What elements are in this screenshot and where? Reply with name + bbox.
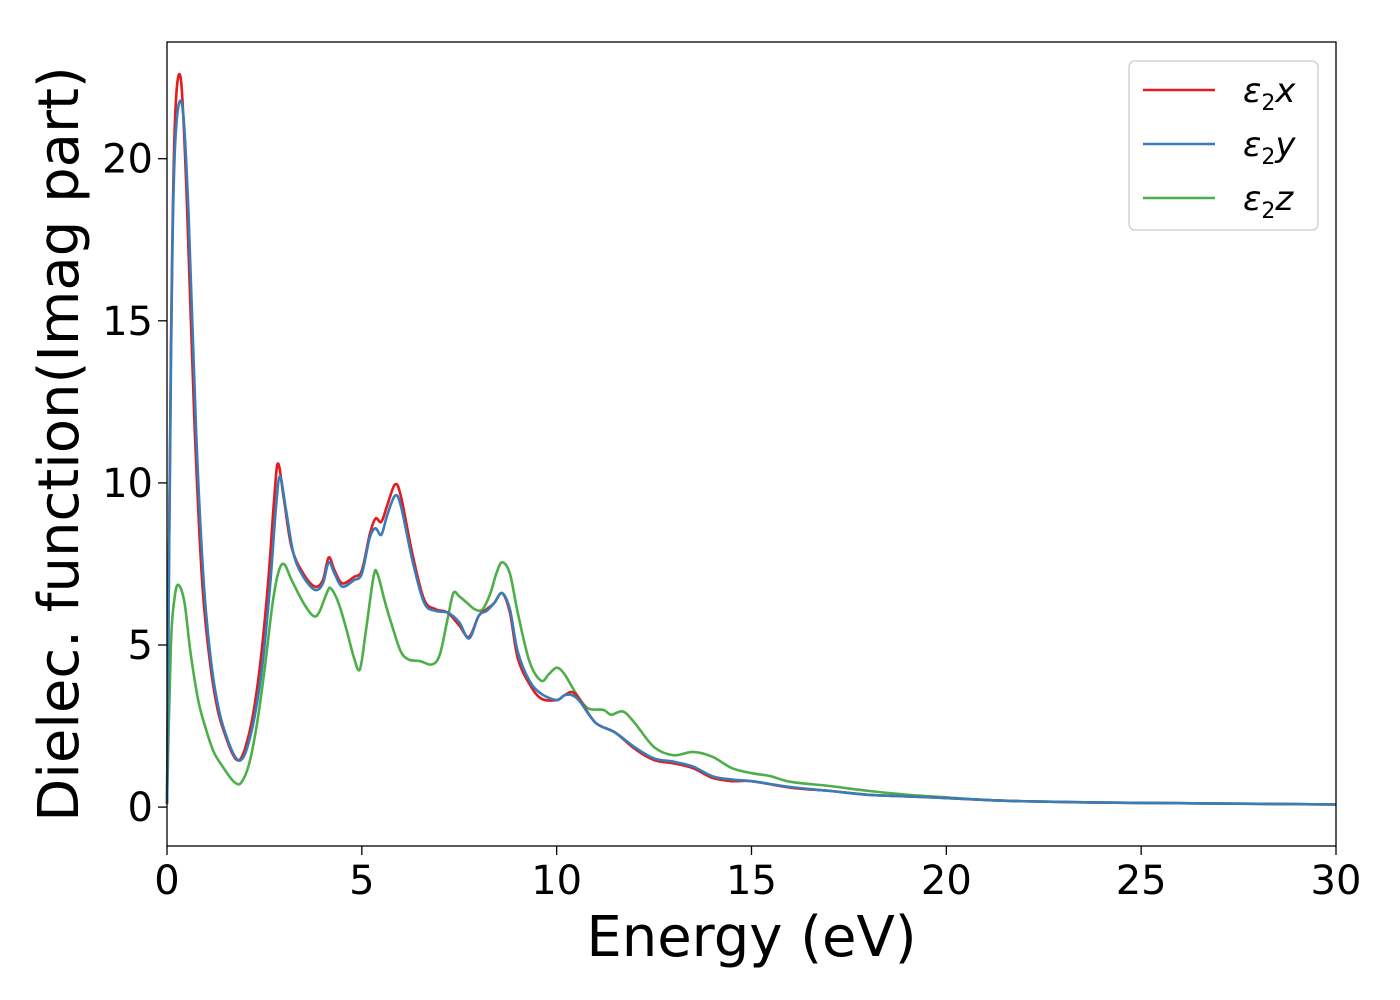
legend-label-z: ε2z — [1243, 179, 1294, 224]
y-tick-label: 20 — [102, 137, 153, 183]
y-tick-label: 10 — [102, 461, 153, 507]
legend-label-y: ε2y — [1243, 125, 1296, 170]
y-axis-label: Dielec. function(Imag part) — [27, 66, 92, 822]
series-line-z — [165, 561, 1337, 806]
x-tick-label: 30 — [1311, 858, 1362, 904]
legend-label-x: ε2x — [1243, 71, 1296, 116]
legend: ε2x ε2y ε2z — [1128, 60, 1319, 231]
y-axis-ticks: 0 5 10 15 20 — [102, 137, 167, 831]
x-tick-label: 15 — [726, 858, 777, 904]
x-tick-label: 5 — [349, 858, 374, 904]
x-tick-label: 10 — [531, 858, 582, 904]
y-tick-label: 5 — [128, 623, 153, 669]
x-tick-label: 25 — [1116, 858, 1167, 904]
x-axis-label: Energy (eV) — [586, 905, 916, 970]
x-axis-ticks: 0 5 10 15 20 25 30 — [154, 846, 1361, 904]
series-line-y — [165, 99, 1337, 806]
x-tick-label: 0 — [154, 858, 179, 904]
x-tick-label: 20 — [921, 858, 972, 904]
series-layer — [165, 72, 1337, 806]
legend-box — [1128, 60, 1319, 231]
y-tick-label: 15 — [102, 299, 153, 345]
y-tick-label: 0 — [128, 785, 153, 831]
